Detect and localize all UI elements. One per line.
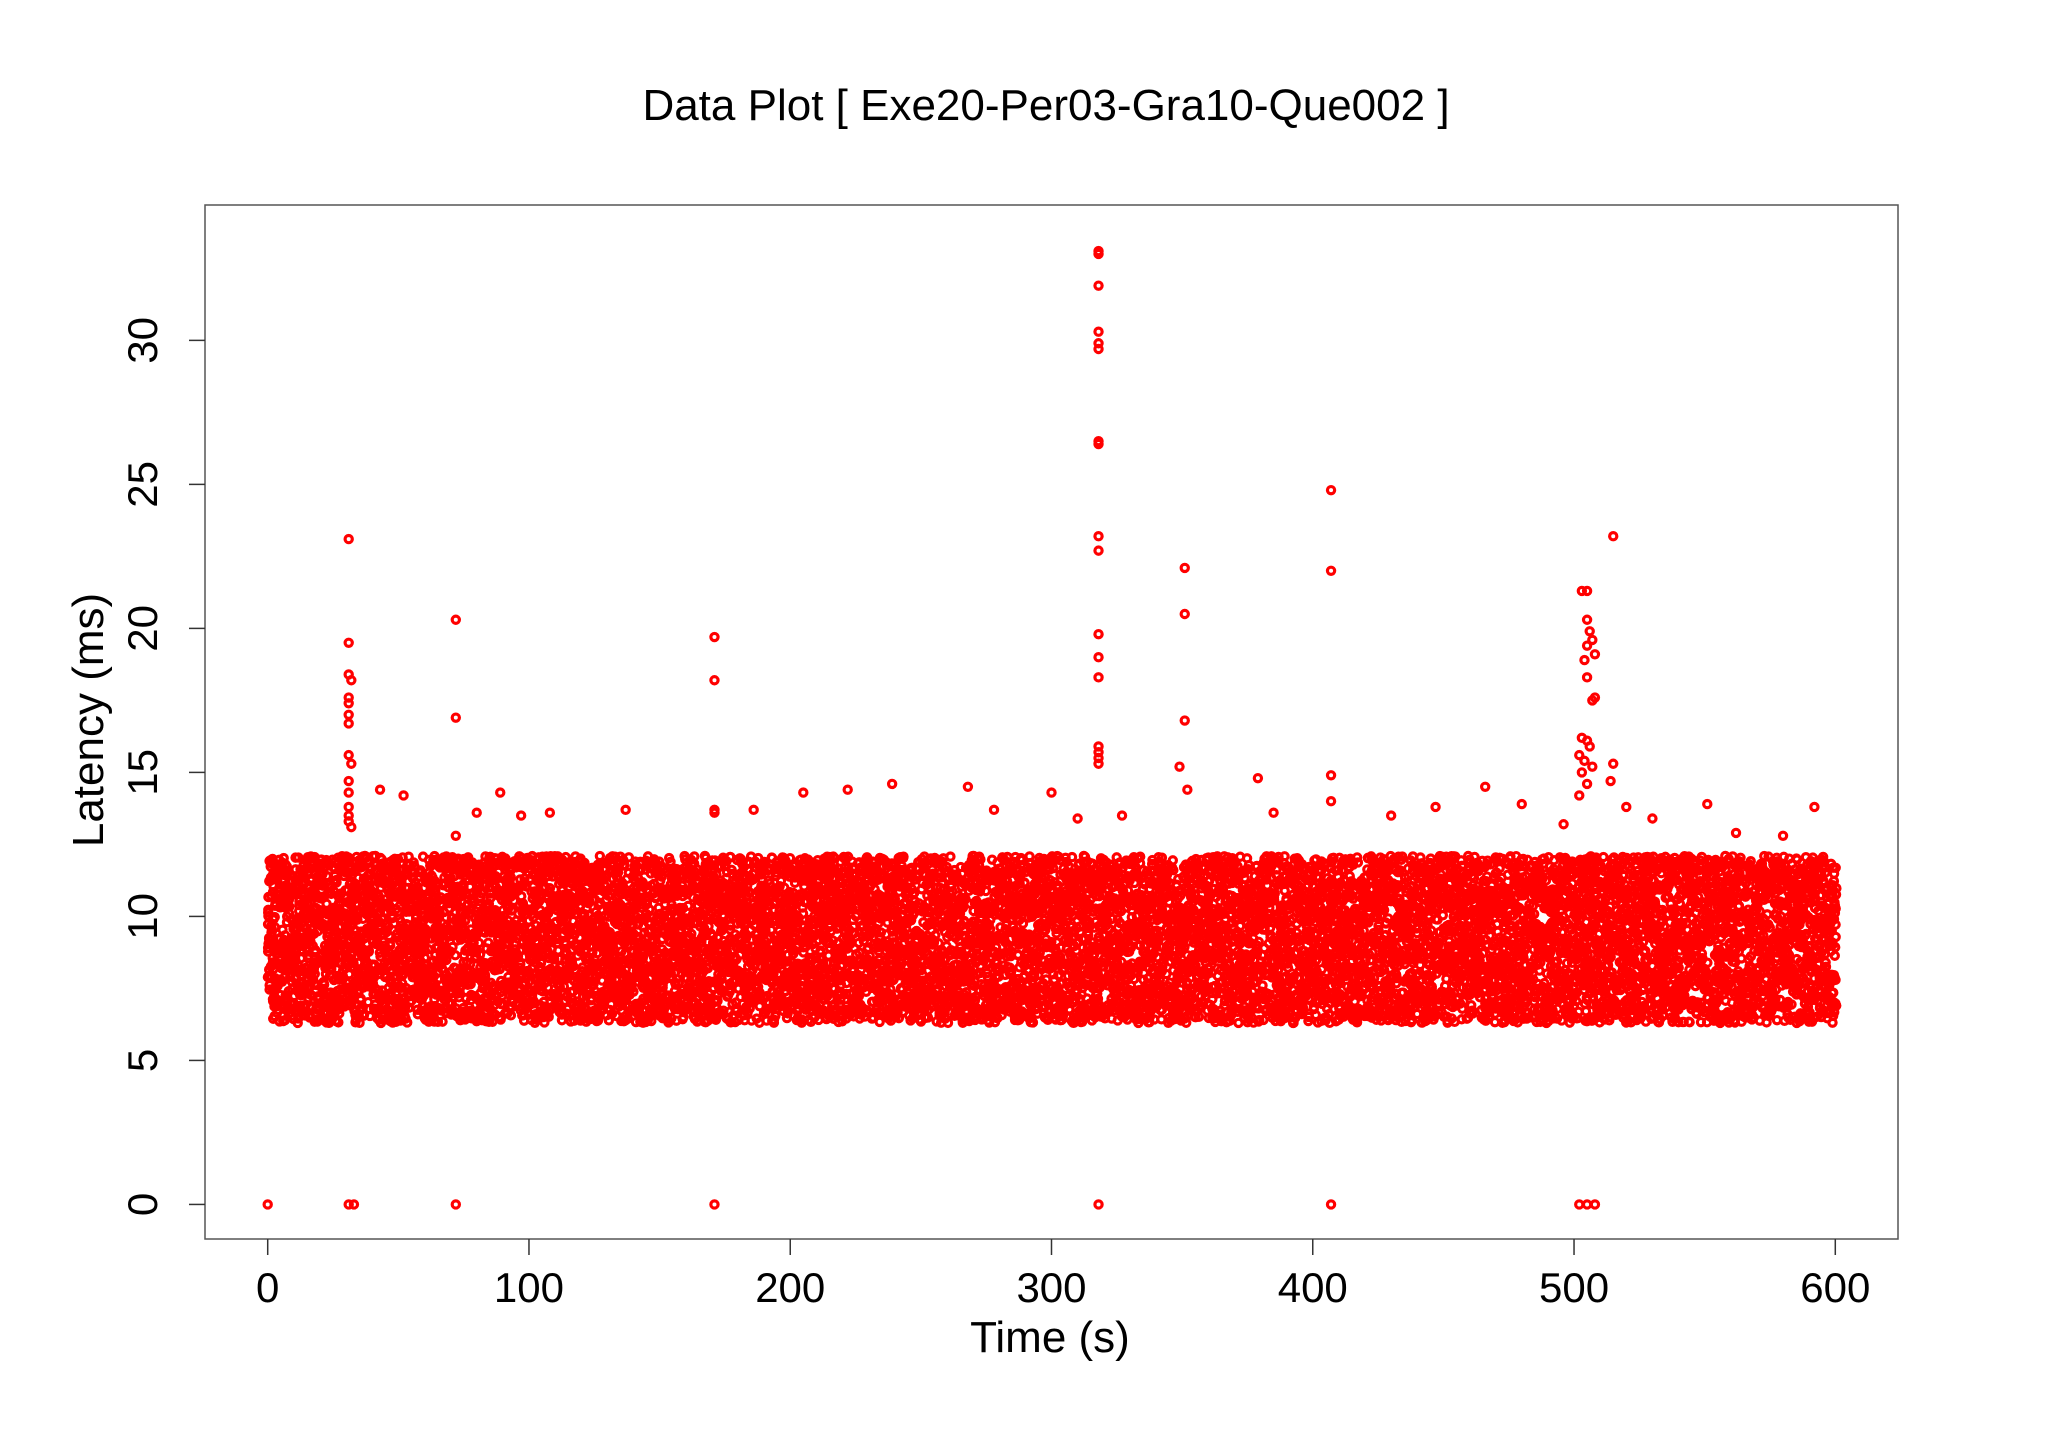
data-point-band-2929 [644, 904, 655, 915]
data-point-band-1027 [396, 982, 408, 993]
data-point-band-1399 [444, 973, 455, 984]
data-point-band-1211 [420, 924, 432, 935]
data-point-band-937 [384, 940, 396, 951]
data-point-band-137 [279, 972, 290, 983]
data-point-band-295 [301, 863, 312, 875]
data-point-band-713 [355, 993, 366, 1004]
data-point-band-545 [333, 921, 345, 933]
data-point-band-366 [309, 968, 320, 980]
data-point-band-3215 [683, 900, 694, 912]
data-point-band-1064 [402, 1017, 413, 1028]
data-point-band-1434 [450, 950, 461, 961]
data-point-band-239 [293, 852, 304, 863]
data-point-band-1308 [432, 1016, 444, 1028]
data-point-band-220 [292, 1017, 303, 1029]
data-point-band-1364 [441, 954, 452, 966]
chart-title: Data Plot [ Exe20-Per03-Gra10-Que002 ] [642, 81, 1449, 130]
data-point-band-1617 [473, 937, 485, 949]
data-point-band-457 [321, 898, 332, 909]
data-point-band-52 [269, 911, 280, 923]
data-point-band-524 [331, 874, 342, 886]
points-layer [262, 245, 1842, 1210]
data-point-band-542 [334, 1008, 345, 1019]
data-point-band-777 [363, 945, 375, 957]
data-point-band-122 [278, 1010, 289, 1021]
data-point-band-1478 [454, 987, 465, 999]
data-point-band-434 [318, 979, 330, 990]
data-point-band-690 [353, 872, 364, 884]
data-point-band-701 [354, 1017, 365, 1029]
data-point-band-1332 [437, 1016, 448, 1027]
data-point-band-544 [333, 1017, 344, 1028]
data-point-band-91 [275, 989, 286, 1001]
